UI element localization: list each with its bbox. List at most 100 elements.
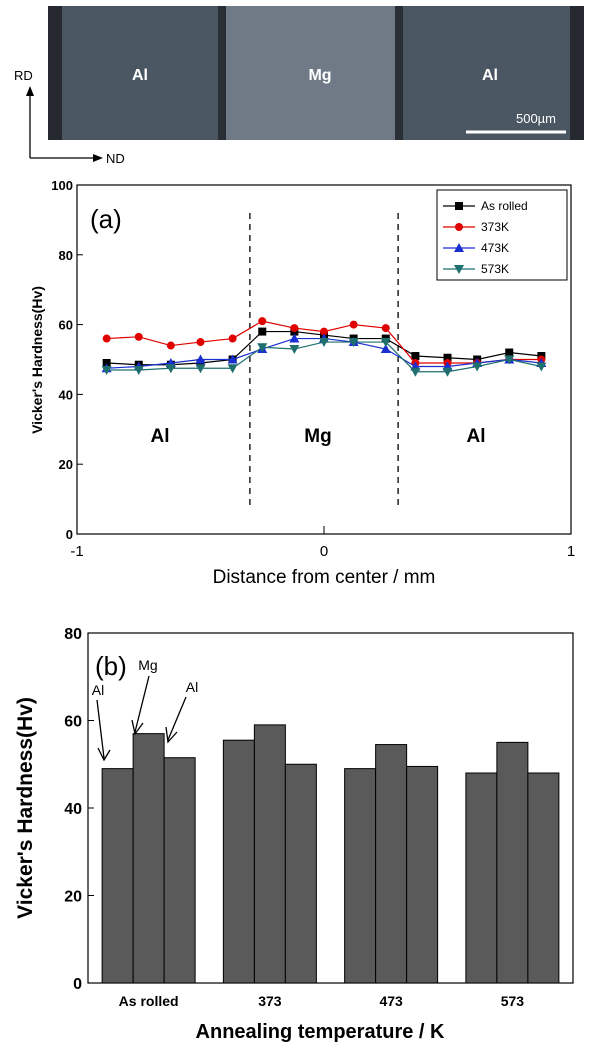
micrograph-bond-line-right [395,6,403,140]
micrograph-frame-left [48,6,62,140]
legend-a-label: 373K [481,220,509,234]
chart-b-y-tick-label: 60 [64,714,82,731]
chart-a-panel-label: (a) [90,204,122,234]
chart-a-point [258,327,267,336]
chart-a-point [290,324,299,333]
micrograph-label-mg: Mg [308,67,331,84]
chart-a-point [443,353,452,362]
chart-a-point [227,364,238,374]
micrograph-bond-line-left [218,6,226,140]
chart-a-point [258,317,267,326]
chart-b-bar [406,765,439,984]
micrograph-frame-right [570,6,584,140]
chart-a-point [166,341,175,350]
chart-b-bar [222,739,255,984]
chart-a-point [411,352,420,361]
annotation-mg: Mg [138,657,157,673]
chart-b-panel-label: (b) [95,651,127,681]
chart-a-region-label-mg: Mg [304,426,331,447]
chart-a-point [289,333,300,343]
chart-a-point [349,320,358,329]
annotation-al-right-arrow-icon [165,696,187,744]
chart-a-legend-items: As rolled 373K 473K 573K [443,199,528,276]
chart-b-x-tick-label: 373 [258,993,282,1009]
chart-b-ylabel: Vicker's Hardness(Hv) [14,697,37,919]
legend-a-label: 573K [481,262,509,276]
annotation-mg-arrow-icon [131,675,150,736]
annotation-al-left: Al [92,682,104,698]
chart-a-point [320,327,328,336]
chart-a-point [102,358,111,367]
micrograph-label-al-left: Al [132,67,148,84]
scale-bar-label: 500µm [516,111,556,126]
chart-a-point [228,334,237,343]
chart-a-y-tick-label: 40 [59,387,73,402]
legend-a-marker [454,243,464,252]
chart-b-bar [132,733,165,984]
chart-b-marks: 0 20 40 60 80 As rolled 373 473 573 [64,626,560,1009]
chart-b-bar [344,768,377,984]
chart-a-x-tick-label: 0 [320,543,328,560]
micrograph: Al Mg Al 500µm [48,6,584,140]
annotation-al-left-arrow-icon [96,699,111,762]
rd-arrowhead-icon [26,86,34,96]
chart-b-y-tick-label: 20 [64,889,82,906]
chart-a-point [165,364,176,374]
chart-a-point [102,334,111,343]
chart-a-point [442,367,453,377]
micrograph-label-al-right: Al [482,67,498,84]
chart-a-point [101,365,112,375]
chart-a-point [348,338,359,348]
chart-a-y-tick-label: 20 [59,457,73,472]
chart-a-point [536,362,547,372]
chart-a-point [196,338,205,347]
micrograph-mg [222,6,400,140]
chart-a-point [380,344,391,354]
chart-b-x-tick-label: 573 [501,993,525,1009]
chart-b-y-tick-label: 80 [64,626,82,643]
chart-a-legend: As rolled 373K 473K 573K [436,189,568,281]
chart-b-layer-annotations: Al Mg Al [92,657,198,762]
chart-b-bar [465,772,498,984]
chart-a-ylabel: Vicker's Hardness(Hv) [29,286,45,434]
chart-a-region-label-al-left: Al [151,426,170,447]
micrograph-al-left [48,6,226,140]
rd-label: RD [14,68,33,83]
chart-a-point [472,362,483,372]
chart-b-bar [375,744,408,984]
chart-a-point [195,364,206,374]
chart-a-x-tick-label: -1 [70,543,83,560]
annotation-al-right: Al [186,679,198,695]
chart-a-point [381,324,390,333]
chart-a-y-tick-label: 80 [59,248,73,263]
chart-a-point [319,338,329,348]
nd-label: ND [106,151,125,166]
chart-a-point [505,348,514,357]
chart-a-point [195,354,206,364]
chart-a-region-label-al-right: Al [467,426,486,447]
chart-b-x-tick-label: As rolled [119,993,179,1009]
legend-a-marker [455,223,463,231]
chart-b-bar [527,772,560,984]
chart-a-x-tick-label: 1 [567,543,575,560]
chart-b-y-tick-label: 40 [64,801,82,818]
chart-a-point [134,332,143,341]
chart-b-bar [101,768,134,984]
chart-a-point [504,355,515,365]
chart-a-xlabel: Distance from center / mm [213,567,436,588]
micrograph-al-right [398,6,584,140]
chart-a-point [289,345,300,355]
chart-a-y-tick-label: 100 [51,178,73,193]
legend-a-label: As rolled [481,199,528,213]
chart-a: (a) Vicker's Hardness(Hv) Distance from … [29,178,575,588]
chart-b-xlabel: Annealing temperature / K [196,1021,445,1043]
chart-a-point [410,367,421,377]
legend-a-marker [454,265,464,274]
chart-a-point [257,343,268,353]
chart-a-point [133,365,144,375]
chart-b-bar [496,741,529,984]
chart-a-point [227,354,238,364]
chart-a-y-tick-label: 0 [66,527,73,542]
